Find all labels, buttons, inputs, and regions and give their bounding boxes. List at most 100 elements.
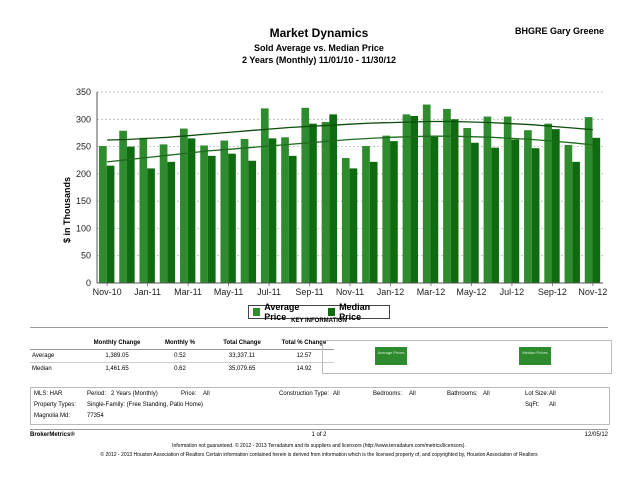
legend-swatch-average	[253, 308, 261, 316]
y-tick-label: 150	[76, 196, 91, 206]
row-label: Average	[32, 353, 55, 359]
average-price-bar	[402, 114, 411, 283]
median-price-bar	[126, 146, 135, 283]
average-price-bar	[362, 146, 370, 283]
average-price-bar	[524, 130, 532, 283]
construction-value: All	[333, 391, 340, 397]
date-range: 2 Years (Monthly) 11/01/10 - 11/30/12	[242, 55, 396, 65]
axes: 0 50 100 150 200 250 300 350 Nov-10 Jan-11 Mar-11 M…	[76, 87, 607, 297]
mls-label: MLS: HAR	[34, 391, 63, 397]
y-tick-label: 250	[76, 142, 91, 152]
average-trend-badge: Average Prices	[375, 347, 407, 365]
median-price-bar	[551, 129, 560, 283]
table-cell: 0.62	[174, 366, 186, 372]
average-price-bar	[200, 145, 208, 283]
column-header	[30, 337, 84, 350]
median-price-bar	[531, 148, 540, 283]
column-header: Total Change	[210, 337, 274, 350]
median-price-bar	[349, 168, 358, 283]
average-price-bar	[483, 116, 492, 283]
median-price-bar	[410, 116, 419, 283]
table-cell: 0.52	[174, 353, 186, 359]
area-value: 77354	[87, 413, 104, 419]
median-price-bar	[147, 168, 155, 283]
table-cell: 14.92	[296, 366, 312, 372]
table-row: Median 1,461.65 0.62 35,079.65 14.92	[30, 362, 334, 376]
average-price-bar	[281, 137, 289, 283]
median-price-bar	[430, 136, 439, 283]
lotsize-value: All	[549, 391, 556, 397]
x-tick-label: Mar-11	[174, 287, 202, 297]
median-price-bar	[228, 153, 236, 283]
average-price-bar	[139, 137, 148, 283]
divider	[30, 429, 608, 430]
average-price-bar	[503, 116, 512, 283]
bedrooms-value: All	[409, 391, 416, 397]
median-price-bar	[248, 160, 257, 283]
average-price-bar	[240, 138, 249, 283]
median-price-bar	[288, 155, 297, 283]
sqft-label: SqFt:	[525, 402, 540, 408]
median-price-bar	[450, 119, 459, 284]
price-value: All	[203, 391, 210, 397]
y-axis-label: $ in Thousands	[62, 177, 72, 243]
median-price-bar	[511, 139, 520, 283]
bar-marks	[99, 104, 601, 284]
column-header: Monthly Change	[84, 337, 150, 350]
brand-label: BrokerMetrics®	[30, 432, 75, 438]
average-price-bar	[341, 158, 350, 283]
median-price-bar	[187, 138, 196, 283]
key-info-heading: KEY INFORMATION	[291, 318, 347, 324]
x-tick-label: Jan-12	[377, 287, 405, 297]
average-price-bar	[260, 108, 269, 283]
chart-subtitle: Sold Average vs. Median Price	[254, 43, 384, 53]
x-tick-label: Nov-11	[336, 287, 364, 297]
page-number: 1 of 2	[311, 432, 327, 438]
x-tick-label: Sep-12	[538, 287, 567, 297]
median-price-bar	[471, 142, 479, 283]
median-trend-badge: Median Prices	[519, 347, 551, 365]
x-tick-label: May-11	[214, 287, 243, 297]
table-row: Average 1,389.05 0.52 33,337.11 12.57	[30, 350, 334, 363]
period-label: Period:	[87, 391, 107, 397]
disclaimer-line: © 2012 - 2013 Houston Association of Rea…	[100, 452, 538, 458]
row-label: Median	[32, 366, 52, 372]
average-price-bar	[220, 140, 229, 283]
y-tick-label: 200	[76, 169, 91, 179]
median-price-bar	[309, 123, 317, 283]
average-price-bar	[159, 144, 168, 283]
table-cell: 33,337.11	[228, 353, 256, 359]
median-price-bar	[167, 161, 176, 283]
price-label: Price:	[181, 391, 197, 397]
average-price-bar	[443, 108, 451, 283]
median-price-bar	[207, 155, 216, 283]
y-tick-label: 350	[76, 87, 91, 97]
agent-name: BHGRE Gary Greene	[514, 26, 604, 36]
average-price-bar	[179, 128, 188, 283]
average-price-bar	[321, 122, 330, 283]
average-price-bar	[382, 135, 391, 283]
report-date: 12/05/12	[584, 432, 608, 438]
median-price-bar	[268, 138, 277, 283]
median-price-bar	[106, 165, 115, 283]
y-tick-label: 300	[76, 114, 91, 124]
key-info-table: Monthly Change Monthly % Total Change To…	[30, 337, 334, 375]
property-types-label: Property Types:	[34, 402, 76, 408]
trend-lines	[107, 120, 593, 163]
median-price-bar	[572, 161, 580, 283]
sqft-value: All	[549, 402, 556, 408]
bathrooms-value: All	[483, 391, 490, 397]
construction-label: Construction Type:	[279, 391, 329, 397]
table-cell: 1,461.65	[105, 366, 129, 372]
median-price-bar	[369, 161, 378, 283]
average-price-bar	[119, 130, 127, 283]
average-price-bar	[99, 146, 107, 283]
average-price-bar	[584, 117, 593, 283]
price-chart: 0 50 100 150 200 250 300 350 Nov-10 Jan-11 Mar-11 M…	[62, 87, 607, 297]
median-trend-line	[107, 135, 593, 163]
legend-average-label: Average Price	[264, 302, 300, 322]
property-types-value: Single-Family: (Free Standing, Patio Hom…	[87, 402, 204, 408]
table-cell: 1,389.05	[105, 353, 129, 359]
disclaimer-line: Information not guaranteed. © 2012 - 201…	[172, 443, 466, 449]
legend-median-label: Median Price	[339, 302, 371, 322]
